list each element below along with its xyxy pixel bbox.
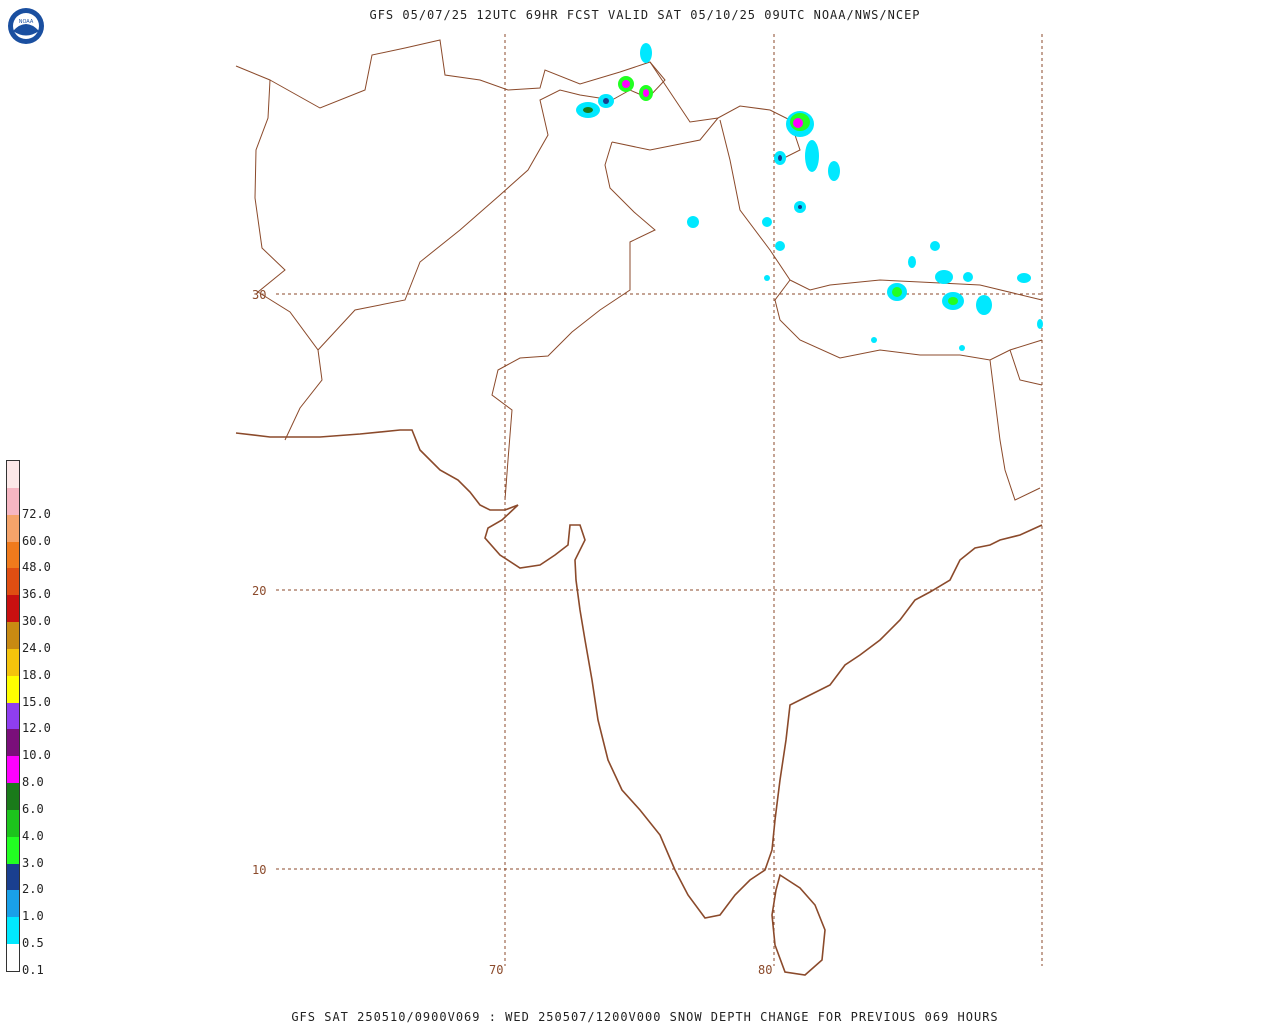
legend-swatch [7,890,19,918]
legend-swatch [7,783,19,810]
legend-swatch [7,944,19,971]
legend-swatch [7,756,19,784]
legend-swatch [7,568,19,596]
legend-label: 2.0 [22,882,44,897]
legend-swatch [7,461,19,488]
legend-label: 0.5 [22,936,44,951]
legend-swatch [7,487,19,515]
legend-label: 3.0 [22,855,44,870]
legend-label: 30.0 [22,614,51,629]
legend-swatch [7,836,19,864]
legend-label: 24.0 [22,640,51,655]
legend-label: 6.0 [22,801,44,816]
legend-swatch [7,809,19,837]
legend-swatch [7,648,19,676]
map-title: GFS 05/07/25 12UTC 69HR FCST VALID SAT 0… [369,8,921,22]
logo-text: NOAA [19,19,34,25]
lat-label-10: 10 [252,863,266,877]
legend-label: 48.0 [22,560,51,575]
legend-label: 10.0 [22,748,51,763]
color-legend [6,460,20,972]
legend-swatch [7,729,19,757]
legend-label: 15.0 [22,694,51,709]
political-borders [235,39,1043,501]
legend-label: 12.0 [22,721,51,736]
legend-swatch [7,622,19,649]
legend-swatch [7,675,19,703]
legend-swatch [7,541,19,569]
legend-label: 18.0 [22,667,51,682]
legend-swatch [7,863,19,891]
legend-label: 72.0 [22,506,51,521]
lat-lon-grid [276,34,1043,966]
lon-label-70: 70 [489,963,503,977]
legend-label: 4.0 [22,828,44,843]
lon-label-80: 80 [758,963,772,977]
legend-label: 60.0 [22,533,51,548]
lat-label-20: 20 [252,584,266,598]
legend-swatch [7,514,19,542]
noaa-logo-icon: NOAA [8,8,44,44]
legend-swatch [7,917,19,945]
legend-swatch [7,702,19,730]
map-footer: GFS SAT 250510/0900V069 : WED 250507/120… [291,1010,999,1024]
legend-label: 36.0 [22,587,51,602]
legend-swatch [7,595,19,623]
snow-depth-cells [576,43,1043,351]
legend-label: 1.0 [22,909,44,924]
lat-label-30: 30 [252,288,266,302]
legend-label: 8.0 [22,775,44,790]
coastline [235,429,1043,976]
legend-label: 0.1 [22,963,44,977]
